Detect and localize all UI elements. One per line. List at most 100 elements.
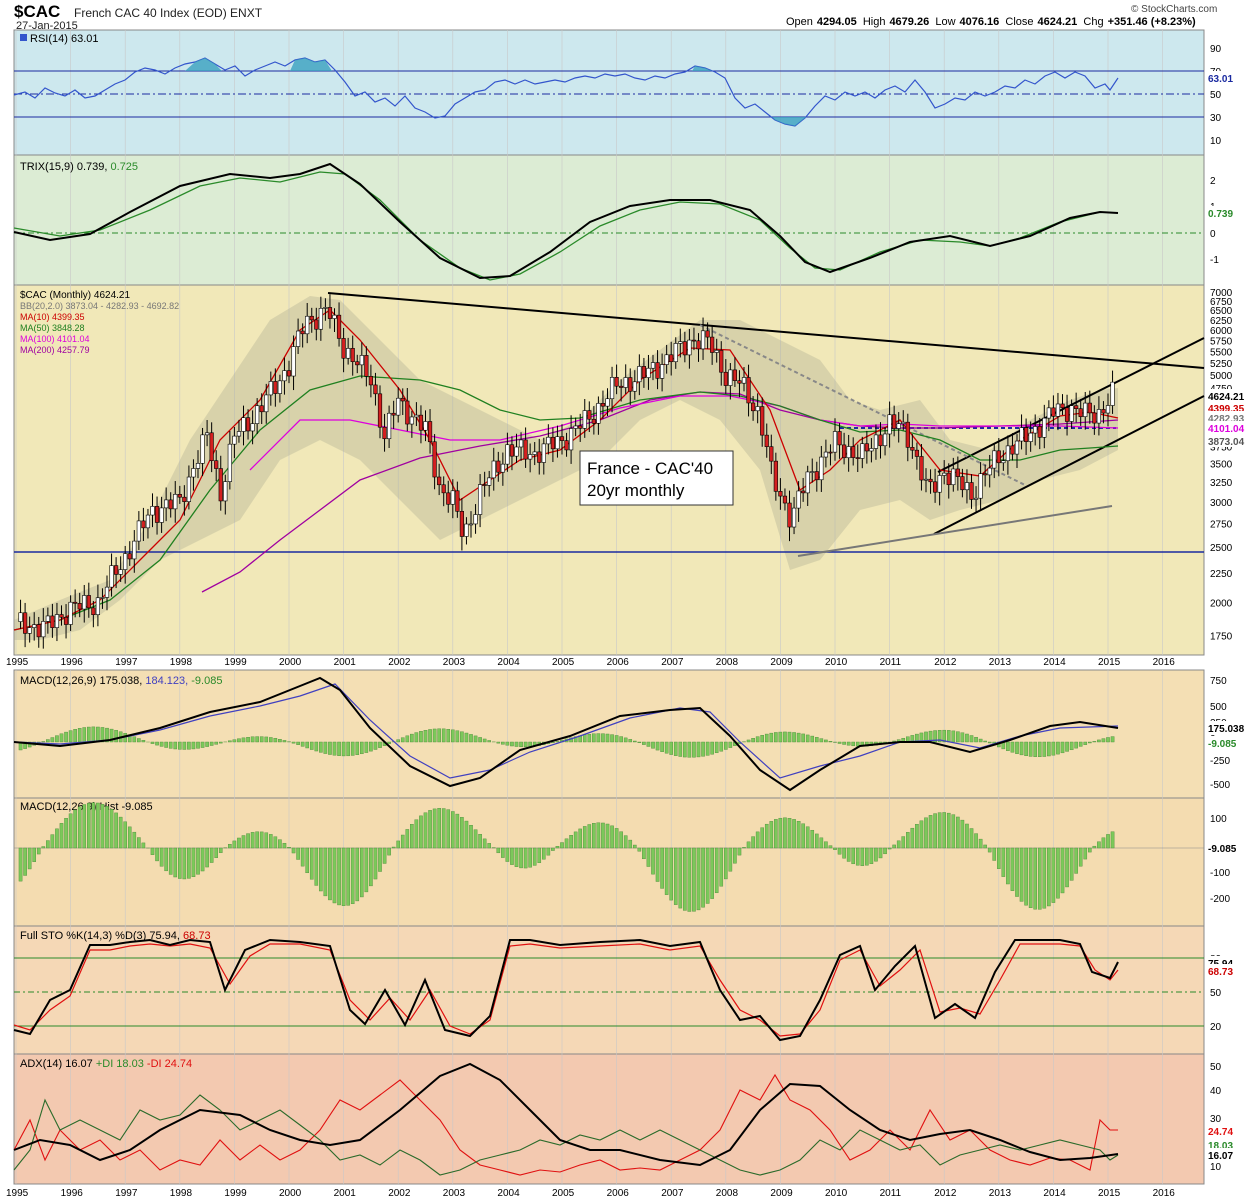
macd-hist-bar [496, 741, 501, 744]
hist-bar [423, 812, 428, 849]
hist-bar [441, 808, 446, 849]
macd-hist-bar [701, 741, 705, 757]
hist-bar [514, 847, 519, 867]
candle-up [414, 414, 419, 418]
candle-up [568, 428, 574, 451]
candle-down [182, 496, 187, 502]
candle-up [659, 364, 665, 379]
hist-bar [173, 847, 178, 878]
rsi-legend: RSI(14) 63.01 [20, 33, 98, 45]
hist-bar [1097, 841, 1101, 849]
candle-up [810, 471, 815, 473]
candle-up [191, 468, 196, 478]
hist-bar [874, 847, 878, 862]
hist-bar [742, 847, 746, 849]
candle-up [951, 468, 956, 486]
hist-bar [1078, 847, 1083, 867]
candle-up [464, 523, 469, 537]
candle-down [336, 314, 342, 339]
candle-down [600, 403, 606, 407]
macd-hist-bar [805, 734, 810, 743]
macd-hist-bar [1024, 741, 1028, 757]
x-tick-label: 1996 [61, 1188, 84, 1199]
hist-bar [542, 847, 546, 860]
candle-up [323, 307, 328, 309]
hist-bar [655, 847, 660, 882]
candle-down [928, 478, 933, 483]
x-tick-label: 2015 [1098, 657, 1121, 668]
x-tick-label: 2012 [934, 1188, 957, 1199]
x-tick-label: 2004 [497, 657, 520, 668]
x-tick-label: 2004 [497, 1188, 520, 1199]
macd-hist-bar [305, 741, 310, 749]
hist-bar [209, 847, 214, 863]
candle-down [559, 436, 565, 441]
hist-bar [428, 810, 432, 849]
annotation-box: France - CAC'40 20yr monthly [579, 450, 734, 506]
hist-bar [628, 839, 633, 849]
candle-down [996, 450, 1001, 464]
hist-bar [332, 847, 337, 904]
trix-line [13, 162, 1119, 280]
macd-legend-b: 184.123, [145, 675, 188, 687]
adx-minus-di-line [13, 1073, 1118, 1176]
candle-down [455, 490, 460, 512]
macd-hist-bar [1019, 741, 1024, 756]
hist-bar [137, 837, 141, 849]
candle-down [550, 436, 555, 450]
hist-bar [778, 817, 783, 849]
hist-bar [605, 823, 610, 849]
candle-up [18, 612, 23, 622]
hist-bar [928, 815, 933, 849]
x-tick-label: 2008 [716, 657, 739, 668]
hist-bar [132, 831, 137, 849]
adx-minus-di-box: 24.74 [1208, 1127, 1233, 1138]
candle-down [1064, 407, 1070, 422]
hist-bar [769, 821, 774, 849]
x-tick-label: 2011 [880, 657, 902, 668]
candle-up [1014, 440, 1020, 455]
macd-hist-bar [241, 737, 246, 743]
price-tick: 5250 [1210, 359, 1233, 370]
macd-hist-bar [177, 741, 182, 750]
macd-legend-c: -9.085 [191, 675, 222, 687]
x-tick-label: 2009 [770, 657, 793, 668]
hist-bar [1051, 847, 1056, 903]
macd-hist-bar [205, 741, 209, 747]
hist-bar [501, 847, 505, 858]
macd-hist-bar [50, 737, 55, 743]
candle-down [910, 447, 915, 451]
hist-tick: -100 [1210, 868, 1230, 879]
candle-up [236, 431, 242, 437]
hist-bar [1110, 831, 1115, 849]
trix-value-box-bg [1206, 206, 1248, 219]
hist-bar [978, 838, 983, 849]
hist-bar [992, 847, 997, 861]
trix-legend-b: 0.725 [111, 161, 139, 173]
hist-bar [1010, 847, 1015, 891]
x-tick-label: 2005 [552, 1188, 575, 1199]
hist-bar [869, 847, 874, 864]
adx-plus-di-box: 18.03 [1208, 1141, 1233, 1152]
candle-up [673, 343, 678, 363]
macd-hist-bar [573, 736, 578, 743]
macd-hist-bar [505, 741, 510, 746]
candle-down [587, 410, 592, 420]
hist-bar [801, 823, 805, 849]
candle-down [591, 418, 596, 424]
candle-up [605, 398, 610, 407]
macd-hist-bar [350, 741, 355, 756]
hist-bar [592, 823, 596, 849]
macd-hist-bar [141, 740, 146, 743]
price-value-box-bg [1206, 434, 1248, 447]
hist-bar [464, 820, 469, 849]
candle-down [710, 336, 715, 353]
hist-bar [23, 847, 27, 876]
candle-up [528, 454, 533, 460]
macd-hist-bar [696, 741, 701, 758]
macd-hist-bar [842, 741, 846, 745]
sto-legend-a: Full STO %K(14,3) %D(3) 75.94, [20, 930, 180, 942]
macd-hist-bar [760, 735, 764, 743]
price-legend-2: MA(10) 4399.35 [20, 312, 85, 322]
macd-hist-bar [1060, 741, 1065, 754]
